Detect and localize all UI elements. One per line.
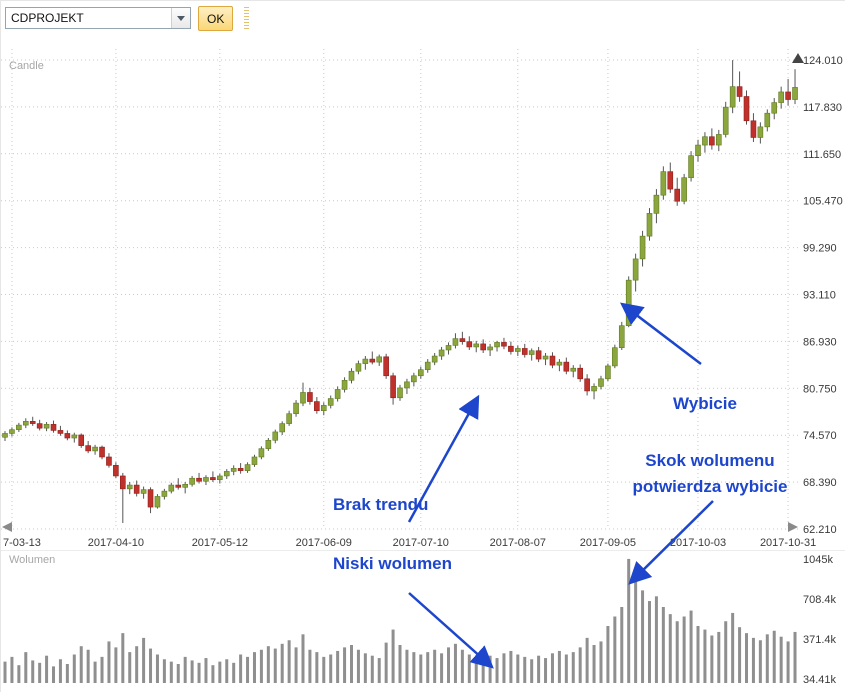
svg-text:2017-08-07: 2017-08-07 [490, 537, 546, 549]
axis-labels: 124.010 117.830 111.650 105.470 99.290 93.110… [3, 55, 843, 686]
candles-layer [2, 60, 798, 524]
svg-text:86.930: 86.930 [803, 336, 837, 348]
svg-text:2017-10-31: 2017-10-31 [760, 537, 816, 549]
svg-text:2017-05-12: 2017-05-12 [192, 537, 248, 549]
svg-text:105.470: 105.470 [803, 196, 843, 208]
svg-text:371.4k: 371.4k [803, 634, 837, 646]
toolbar-grip [244, 7, 249, 31]
svg-text:1045k: 1045k [803, 554, 833, 566]
toolbar: CDPROJEKT OK [1, 1, 845, 41]
svg-text:7-03-13: 7-03-13 [3, 537, 41, 549]
combo-dropdown-button[interactable] [171, 8, 190, 28]
svg-text:2017-10-03: 2017-10-03 [670, 537, 726, 549]
grid-layer [1, 49, 799, 530]
scroll-up-icon [792, 53, 804, 63]
ok-button[interactable]: OK [198, 6, 234, 31]
svg-text:111.650: 111.650 [803, 149, 841, 161]
scroll-left-icon [2, 522, 12, 532]
scroll-right-icon [788, 522, 798, 532]
svg-text:62.210: 62.210 [803, 524, 837, 536]
svg-text:80.750: 80.750 [803, 383, 837, 395]
svg-text:2017-07-10: 2017-07-10 [393, 537, 449, 549]
svg-text:2017-04-10: 2017-04-10 [88, 537, 144, 549]
svg-text:2017-09-05: 2017-09-05 [580, 537, 636, 549]
symbol-combobox[interactable]: CDPROJEKT [5, 7, 191, 29]
svg-text:74.570: 74.570 [803, 430, 837, 442]
svg-text:99.290: 99.290 [803, 243, 837, 255]
svg-text:708.4k: 708.4k [803, 594, 837, 606]
svg-text:68.390: 68.390 [803, 477, 837, 489]
svg-text:34.41k: 34.41k [803, 674, 837, 686]
price-panel-label: Candle [9, 60, 44, 72]
chevron-down-icon [177, 15, 185, 21]
chart-scroll-arrows[interactable] [2, 53, 804, 532]
symbol-value: CDPROJEKT [11, 11, 84, 25]
svg-text:93.110: 93.110 [803, 290, 836, 302]
svg-text:117.830: 117.830 [803, 102, 842, 114]
svg-text:124.010: 124.010 [803, 55, 843, 67]
volume-panel-label: Wolumen [9, 554, 56, 566]
svg-text:2017-06-09: 2017-06-09 [296, 537, 352, 549]
volume-layer [3, 558, 797, 683]
